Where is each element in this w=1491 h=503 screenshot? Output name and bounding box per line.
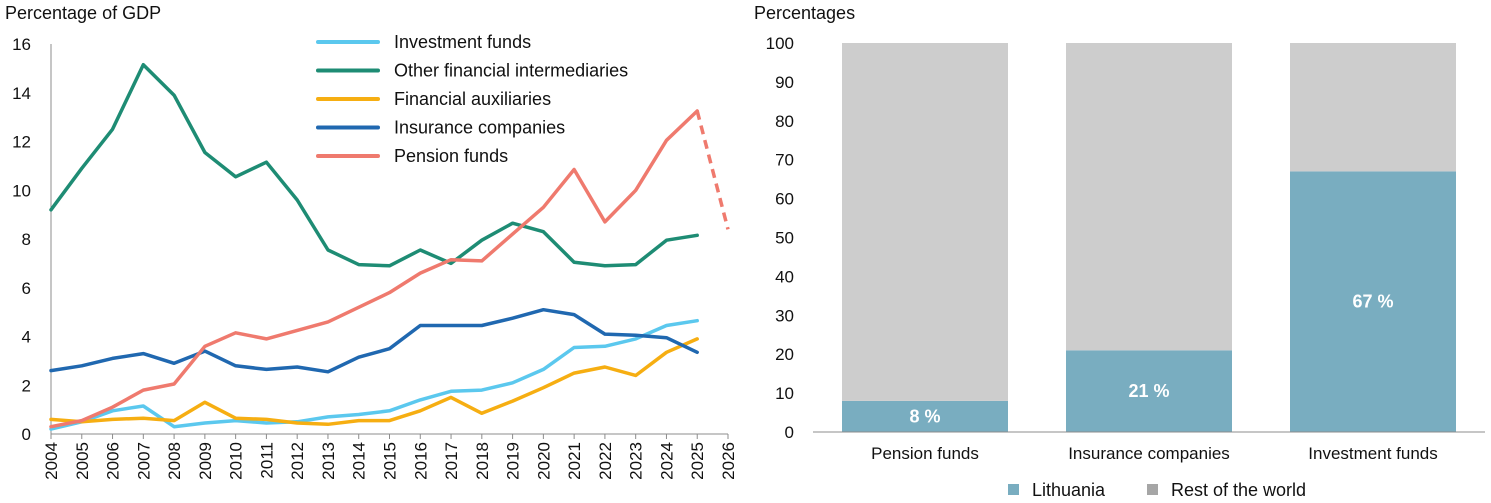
legend-label-investment-funds: Investment funds (394, 32, 531, 52)
series-line-pension-funds (49, 109, 699, 429)
line-chart: 0 2 4 6 8 10 12 14 16 2004 2005 2006 2007 2008 2009 201… (12, 32, 738, 480)
left-x-tick-label: 2007 (134, 442, 153, 480)
right-x-category-label: Pension funds (871, 444, 979, 463)
left-x-tick-label: 2013 (319, 442, 338, 480)
right-y-tick-label: 0 (785, 423, 794, 442)
stacked-bar-chart: 0 10 20 30 40 50 60 70 80 90 100 8 % Pension funds 21… (766, 34, 1485, 500)
right-y-tick-label: 60 (775, 190, 794, 209)
right-y-axis-unit-label: Percentages (754, 3, 855, 23)
left-x-tick-label: 2005 (73, 442, 92, 480)
right-y-tick-label: 50 (775, 229, 794, 248)
legend-swatch-rest-of-the-world (1147, 484, 1158, 495)
series-line-financial-auxiliaries (49, 337, 699, 427)
bar-segment-lithuania (1290, 171, 1456, 432)
left-x-tick-label: 2014 (350, 442, 369, 480)
left-x-tick-label: 2015 (381, 442, 400, 480)
left-x-tick-label: 2020 (534, 442, 553, 480)
legend-label-rest-of-the-world: Rest of the world (1171, 480, 1306, 500)
bar-segment-rest-of-the-world (1290, 43, 1456, 172)
left-x-tick-label: 2010 (227, 442, 246, 480)
left-y-tick-label: 4 (22, 328, 31, 347)
left-x-tick-label: 2009 (196, 442, 215, 480)
left-x-tick-label: 2012 (288, 442, 307, 480)
left-x-tick-label: 2023 (627, 442, 646, 480)
left-x-tick-label: 2022 (596, 442, 615, 480)
left-x-tick-label: 2021 (565, 442, 584, 480)
legend-label-insurance-companies: Insurance companies (394, 118, 565, 138)
bar-data-label: 21 % (1128, 381, 1169, 401)
right-y-tick-label: 10 (775, 384, 794, 403)
left-y-tick-label: 2 (22, 376, 31, 395)
series-line-insurance-companies (49, 307, 699, 374)
series-line-other-financial-intermediaries (49, 62, 699, 268)
left-x-tick-label: 2016 (411, 442, 430, 480)
right-y-tick-label: 20 (775, 345, 794, 364)
left-x-tick-label: 2006 (104, 442, 123, 480)
bar-segment-rest-of-the-world (842, 43, 1008, 401)
left-x-tick-label: 2004 (42, 442, 61, 480)
right-y-tick-label: 90 (775, 73, 794, 92)
legend-label-other-financial-intermediaries: Other financial intermediaries (394, 61, 628, 81)
left-y-tick-label: 0 (22, 425, 31, 444)
left-y-axis-unit-label: Percentage of GDP (5, 3, 161, 23)
bar-segment-lithuania (842, 400, 1008, 432)
left-x-tick-label: 2018 (473, 442, 492, 480)
left-x-tick-label: 2026 (719, 442, 738, 480)
right-y-tick-label: 80 (775, 112, 794, 131)
left-y-tick-label: 10 (12, 181, 31, 200)
bar-segment-rest-of-the-world (1066, 43, 1232, 351)
bar-data-label: 67 % (1352, 292, 1393, 312)
left-x-tick-label: 2017 (442, 442, 461, 480)
left-x-tick-label: 2025 (688, 442, 707, 480)
left-x-tick-label: 2008 (165, 442, 184, 480)
legend-swatch-lithuania (1008, 484, 1019, 495)
series-projection-pension-funds (695, 110, 730, 230)
left-y-tick-label: 8 (22, 230, 31, 249)
left-x-tick-label: 2011 (257, 442, 276, 479)
left-y-tick-label: 16 (12, 35, 31, 54)
left-x-tick-label: 2019 (504, 442, 523, 480)
bar-segment-lithuania (1066, 350, 1232, 432)
right-y-tick-label: 30 (775, 306, 794, 325)
bar-data-label: 8 % (909, 406, 940, 426)
right-y-tick-label: 70 (775, 151, 794, 170)
legend-label-pension-funds: Pension funds (394, 146, 508, 166)
right-y-tick-label: 40 (775, 267, 794, 286)
right-x-category-label: Investment funds (1308, 444, 1437, 463)
left-y-tick-label: 6 (22, 279, 31, 298)
left-x-tick-label: 2024 (657, 442, 676, 480)
left-y-tick-label: 14 (12, 84, 31, 103)
right-y-tick-label: 100 (766, 34, 794, 53)
legend-label-lithuania: Lithuania (1032, 480, 1106, 500)
left-y-tick-label: 12 (12, 133, 31, 152)
right-x-category-label: Insurance companies (1068, 444, 1230, 463)
legend-label-financial-auxiliaries: Financial auxiliaries (394, 89, 551, 109)
series-line-investment-funds (49, 318, 699, 431)
